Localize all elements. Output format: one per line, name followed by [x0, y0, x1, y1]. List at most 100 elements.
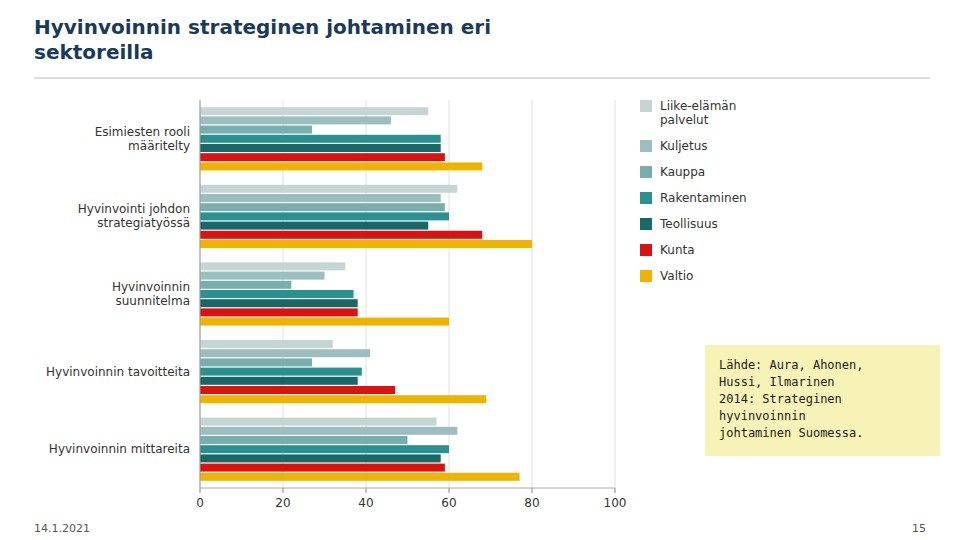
bar [200, 281, 291, 289]
text-line: Teollisuus [659, 217, 718, 231]
text-line: Hyvinvoinnin tavoitteita [46, 365, 190, 379]
bar [200, 436, 408, 444]
bar [200, 299, 358, 307]
legend-label: Kuljetus [660, 139, 708, 153]
category-label: Hyvinvointi johdonstrategiatyössä [78, 202, 190, 230]
x-grid [200, 100, 615, 488]
legend-swatch [640, 192, 652, 204]
legend-label: Kauppa [660, 165, 705, 179]
zero-line [200, 100, 201, 488]
legend-swatch [640, 270, 652, 282]
background [0, 0, 960, 540]
text-line: strategiatyössä [97, 216, 190, 230]
category-label: Hyvinvoinninsuunnitelma [112, 280, 190, 308]
grid-line [615, 100, 616, 488]
bar [200, 135, 441, 143]
page-number: 15 [912, 522, 926, 535]
bar [200, 358, 312, 366]
text-line: Esimiesten rooli [95, 125, 190, 139]
tick-mark [283, 488, 284, 493]
legend-swatch [640, 166, 652, 178]
text-line: suunnitelma [116, 294, 190, 308]
category-label: Esimiesten roolimääritelty [95, 125, 190, 153]
text-line: palvelut [660, 113, 709, 127]
bars [200, 107, 532, 481]
tick-label: 100 [604, 496, 627, 510]
text-line: Hyvinvointi johdon [78, 202, 190, 216]
text-line: Kuljetus [660, 139, 708, 153]
bar [200, 153, 445, 161]
bar [200, 308, 358, 316]
bar [200, 349, 370, 357]
text-line: 2014: Strateginen [719, 392, 842, 406]
bar [200, 272, 325, 280]
bar [200, 185, 457, 193]
bar [200, 194, 441, 202]
category-label: Hyvinvoinnin tavoitteita [46, 365, 190, 379]
bar [200, 445, 449, 453]
text-line: määritelty [128, 139, 190, 153]
date-text: 14.1.2021 [34, 522, 90, 535]
text-line: Hyvinvoinnin [112, 280, 190, 294]
legend-label: Rakentaminen [660, 191, 747, 205]
bar [200, 107, 428, 115]
bar [200, 418, 437, 426]
tick-mark [532, 488, 533, 493]
title: Hyvinvoinnin strateginen johtaminen eris… [34, 15, 491, 64]
grid-line [200, 100, 201, 488]
tick-label: 40 [358, 496, 373, 510]
note-box [705, 345, 940, 456]
text-line: Kauppa [660, 165, 705, 179]
bar [200, 162, 482, 170]
bar [200, 377, 358, 385]
bar [200, 144, 441, 152]
bar [200, 240, 532, 248]
legend-label: Kunta [660, 243, 695, 257]
x-axis [200, 488, 615, 489]
grid-line [532, 100, 533, 488]
text-line: Valtio [660, 269, 693, 283]
bar [200, 212, 449, 220]
tick-mark [615, 488, 616, 493]
text-line: Lähde: Aura, Ahonen, [719, 358, 864, 372]
legend: Liike-elämänpalvelut Kuljetus Kauppa Rakent… [640, 99, 747, 283]
bar [200, 464, 445, 472]
bar [200, 203, 445, 211]
bar [200, 368, 362, 376]
legend-label: Teollisuus [659, 217, 718, 231]
legend-swatch [640, 244, 652, 256]
text-line: Hussi, Ilmarinen [719, 375, 835, 389]
bar [200, 454, 441, 462]
legend-swatch [640, 140, 652, 152]
bar [200, 473, 520, 481]
bar [200, 262, 345, 270]
bar [200, 340, 333, 348]
bar [200, 427, 457, 435]
legend-label: Valtio [660, 269, 693, 283]
legend-swatch [640, 100, 652, 112]
tick-mark [200, 488, 201, 493]
separator [34, 78, 930, 79]
tick-label: 0 [196, 496, 204, 510]
chart: Hyvinvoinnin strateginen johtaminen eris… [0, 0, 960, 540]
bar [200, 290, 354, 298]
text-line: Hyvinvoinnin mittareita [49, 442, 190, 456]
bar [200, 116, 391, 124]
bar [200, 126, 312, 134]
tick-mark [366, 488, 367, 493]
tick-label: 60 [441, 496, 456, 510]
text-line: johtaminen Suomessa. [719, 426, 864, 440]
bar [200, 395, 486, 403]
text-line: Liike-elämän [660, 99, 736, 113]
text-line: Rakentaminen [660, 191, 747, 205]
text-line: hyvinvoinnin [719, 409, 806, 423]
note-text: Lähde: Aura, Ahonen, Hussi, Ilmarinen 2014… [719, 358, 864, 440]
bar [200, 231, 482, 239]
category-label: Hyvinvoinnin mittareita [49, 442, 190, 456]
tick-label: 20 [275, 496, 290, 510]
text-line: Hyvinvoinnin strateginen johtaminen eri [34, 15, 491, 39]
tick-mark [449, 488, 450, 493]
bar [200, 222, 428, 230]
legend-swatch [640, 218, 652, 230]
text-line: sektoreilla [34, 40, 154, 64]
